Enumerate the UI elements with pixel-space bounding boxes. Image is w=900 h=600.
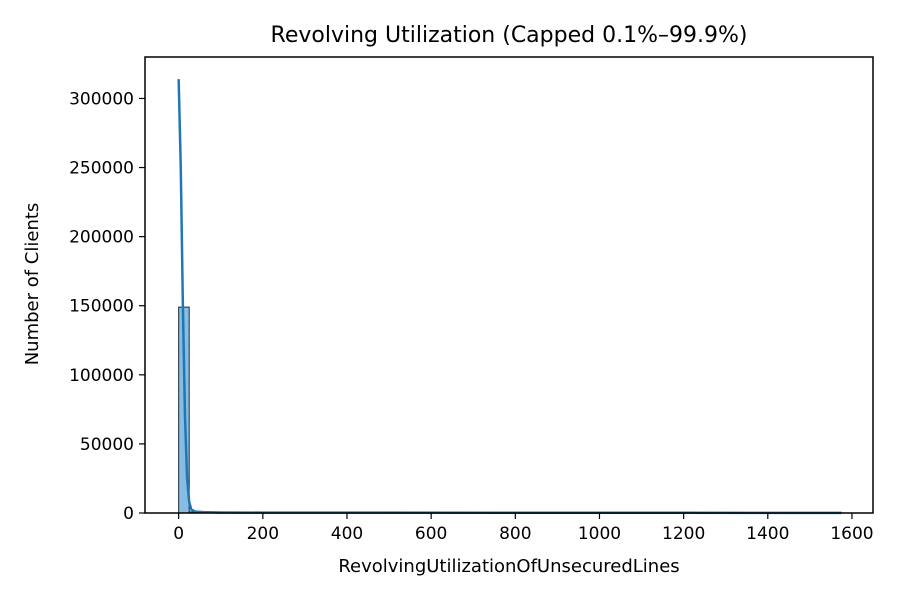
x-tick-label: 200: [247, 524, 279, 544]
bars-group: [178, 306, 201, 514]
y-axis-ticks: 0 50000 100000 150000 200000 250000 300000: [69, 89, 145, 524]
kde-line: [177, 79, 842, 515]
x-tick-label: 400: [331, 524, 363, 544]
y-tick-label: 300000: [69, 89, 134, 109]
x-tick-label: 600: [415, 524, 447, 544]
y-tick-label: 250000: [69, 159, 134, 179]
x-axis-ticks: 0 200 400 600 800 1000 1200 1400 1600: [173, 513, 874, 544]
y-tick-label: 0: [123, 504, 134, 524]
chart-title: Revolving Utilization (Capped 0.1%–99.9%…: [271, 23, 748, 48]
plot-frame: [144, 56, 874, 514]
y-tick-label: 50000: [80, 435, 134, 455]
y-tick-label: 150000: [69, 297, 134, 317]
x-tick-label: 1600: [830, 524, 873, 544]
x-tick-label: 0: [173, 524, 184, 544]
y-tick-label: 200000: [69, 228, 134, 248]
x-tick-label: 1200: [662, 524, 705, 544]
y-axis-label: Number of Clients: [22, 203, 43, 366]
y-tick-label: 100000: [69, 366, 134, 386]
x-tick-label: 800: [499, 524, 531, 544]
x-axis-label: RevolvingUtilizationOfUnsecuredLines: [338, 556, 679, 577]
x-tick-label: 1000: [578, 524, 621, 544]
x-tick-label: 1400: [746, 524, 789, 544]
